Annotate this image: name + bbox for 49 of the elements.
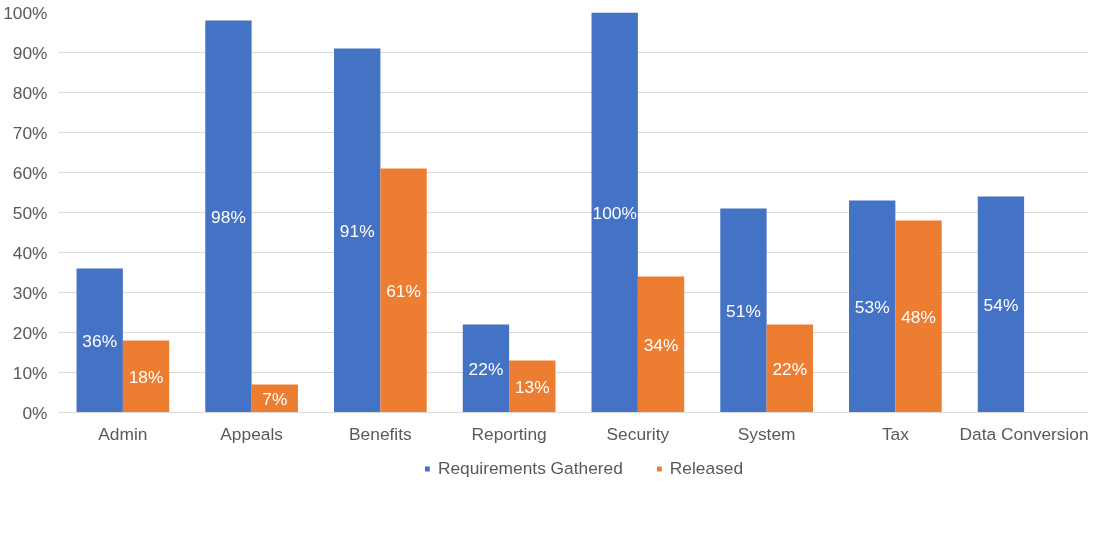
- bar: [977, 196, 1025, 413]
- x-tick-label: Appeals: [220, 423, 284, 444]
- bar: [205, 20, 252, 413]
- data-label: 54%: [983, 294, 1019, 315]
- y-tick-label: 20%: [12, 322, 48, 343]
- data-label: 98%: [211, 206, 246, 227]
- x-tick-label: System: [737, 423, 796, 444]
- x-tick-label: Benefits: [349, 423, 413, 444]
- y-tick-label: 50%: [12, 202, 48, 223]
- y-tick-label: 90%: [12, 42, 48, 63]
- x-tick-label: Data Conversion: [959, 423, 1089, 444]
- data-label: 18%: [128, 366, 164, 387]
- bar: [76, 268, 123, 413]
- data-label: 13%: [514, 376, 550, 397]
- bar: [895, 220, 942, 413]
- bar: [849, 200, 896, 413]
- y-tick-label: 40%: [12, 242, 48, 263]
- x-tick-label: Tax: [881, 423, 910, 444]
- bar: [720, 208, 767, 413]
- y-tick-label: 70%: [12, 122, 48, 143]
- y-tick-label: 100%: [3, 2, 48, 23]
- x-tick-label: Reporting: [471, 423, 547, 444]
- data-label: 100%: [592, 202, 637, 223]
- bar: [462, 324, 510, 413]
- data-label: 53%: [854, 296, 890, 317]
- x-tick-label: Admin: [98, 423, 148, 444]
- data-label: 61%: [386, 280, 421, 301]
- y-tick-label: 30%: [12, 282, 48, 303]
- legend-label: Requirements Gathered: [437, 457, 623, 479]
- bar: [637, 276, 685, 413]
- data-label: 22%: [772, 358, 808, 379]
- bar: [766, 324, 813, 413]
- data-label: 7%: [262, 388, 288, 409]
- bar: [334, 48, 381, 413]
- data-label: 48%: [901, 306, 936, 327]
- y-tick-label: 60%: [12, 162, 48, 183]
- x-tick-label: Security: [606, 423, 670, 444]
- data-label: 34%: [643, 334, 679, 355]
- y-tick-label: 10%: [12, 362, 48, 383]
- data-label: 36%: [82, 330, 118, 351]
- bar: [380, 168, 427, 413]
- bar: [591, 12, 638, 413]
- legend-label: Released: [669, 457, 744, 479]
- y-tick-label: 0%: [22, 402, 48, 423]
- data-label: 91%: [339, 220, 375, 241]
- bar: [122, 340, 170, 413]
- data-label: 22%: [468, 358, 504, 379]
- y-tick-label: 80%: [12, 82, 48, 103]
- data-label: 51%: [726, 300, 761, 321]
